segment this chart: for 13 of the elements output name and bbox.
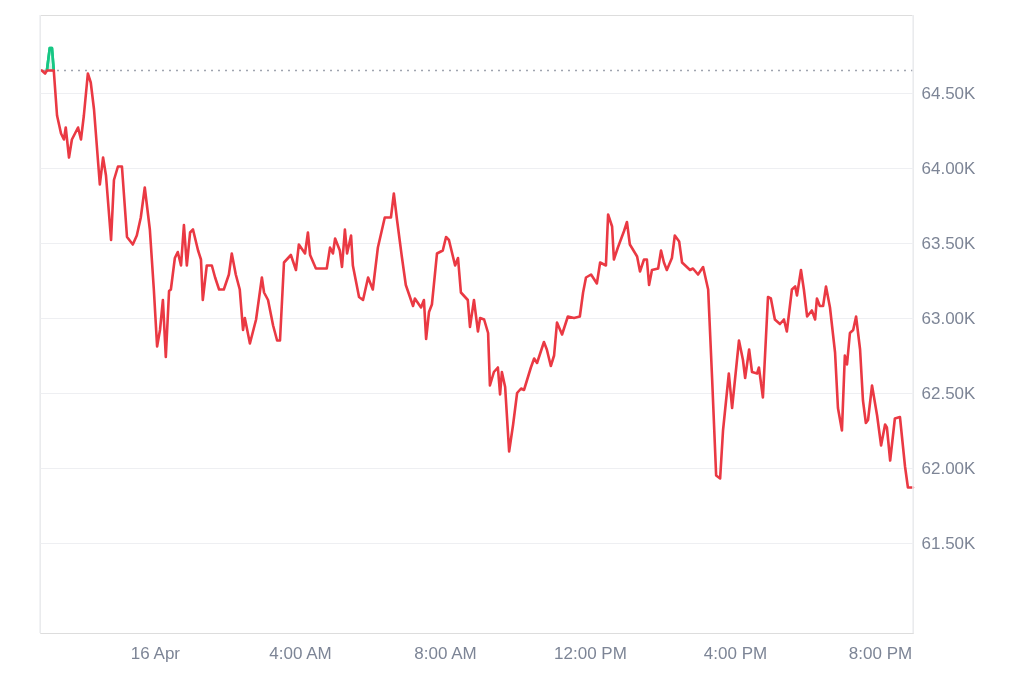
y-tick-label: 64.50K [921,83,977,103]
x-tick-label: 12:00 PM [554,643,627,663]
y-tick-label: 64.00K [921,158,977,178]
x-tick-label: 8:00 AM [414,643,477,663]
y-tick-label: 63.50K [921,233,977,253]
x-tick-label: 4:00 PM [703,643,768,663]
x-tick-label: 8:00 PM [848,643,913,663]
y-tick-label: 62.50K [921,383,977,403]
y-tick-label: 62.00K [921,458,977,478]
y-tick-label: 63.00K [921,308,977,328]
y-tick-label: 61.50K [921,533,977,553]
x-tick-label: 4:00 AM [269,643,332,663]
x-tick-label: 16 Apr [130,643,181,663]
